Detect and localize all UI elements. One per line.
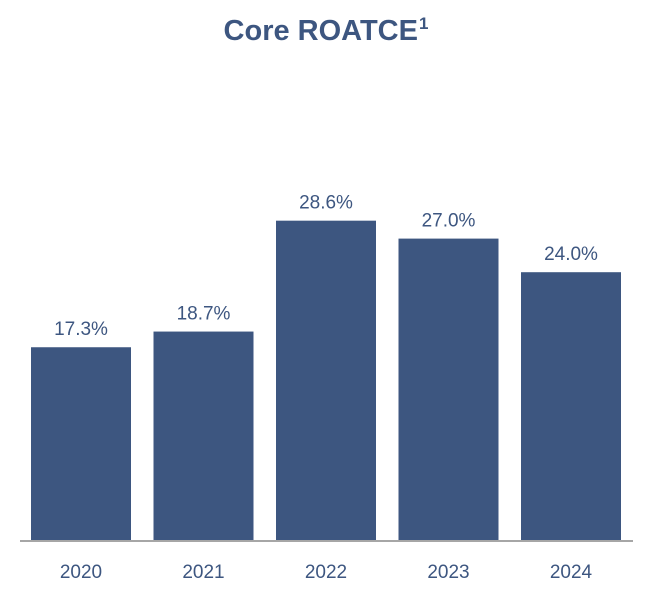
chart-title-text: Core ROATCE xyxy=(223,15,418,47)
data-label-2024: 24.0% xyxy=(544,244,598,265)
bar-2024 xyxy=(521,272,621,541)
x-tick-label-2022: 2022 xyxy=(305,562,347,583)
data-label-2021: 18.7% xyxy=(177,304,231,325)
chart-title-footnote-marker: 1 xyxy=(418,14,429,33)
data-label-2020: 17.3% xyxy=(54,319,108,340)
x-tick-label-2024: 2024 xyxy=(550,562,593,583)
label-group: 17.3% 2020 18.7% 2021 28.6% 2022 27.0% 2023 24.0… xyxy=(54,193,598,583)
x-tick-label-2020: 2020 xyxy=(60,562,102,583)
x-tick-label-2021: 2021 xyxy=(182,562,224,583)
chart-title: Core ROATCE1 xyxy=(0,14,652,48)
data-label-2023: 27.0% xyxy=(422,211,476,232)
bar-2022 xyxy=(276,220,376,541)
bar-2023 xyxy=(398,238,499,541)
bar-2020 xyxy=(31,347,131,541)
bar-2021 xyxy=(153,331,254,541)
x-tick-label-2023: 2023 xyxy=(427,562,469,583)
data-label-2022: 28.6% xyxy=(299,193,353,214)
bar-group xyxy=(31,220,621,541)
